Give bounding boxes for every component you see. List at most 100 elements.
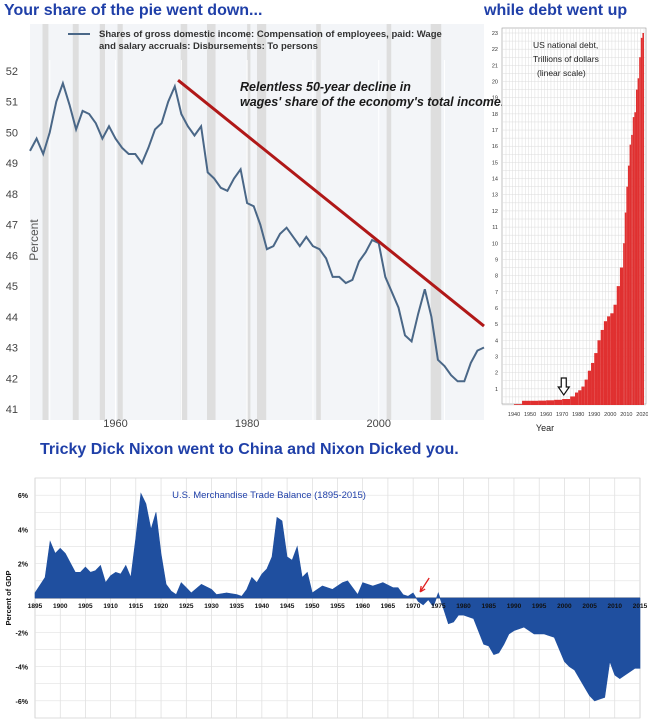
trade-x-tick-label: 2005 [582, 603, 597, 610]
trade-x-tick-label: 1900 [53, 603, 68, 610]
debt-bar [623, 243, 625, 405]
trade-x-tick-label: 1950 [305, 603, 320, 610]
debt-bar [629, 144, 632, 405]
wage-y-tick-label: 50 [6, 127, 18, 139]
debt-y-tick-label: 21 [492, 63, 498, 69]
debt-y-tick-label: 3 [495, 354, 498, 360]
bottom-chart-heading: Tricky Dick Nixon went to China and Nixo… [40, 441, 459, 458]
wage-y-tick-label: 43 [6, 343, 18, 355]
debt-x-tick-label: 2020 [636, 412, 648, 418]
wage-annotation-line-1: Relentless 50-year decline in [240, 80, 411, 94]
debt-y-tick-label: 17 [492, 128, 498, 134]
trade-x-tick-label: 1980 [456, 603, 471, 610]
debt-bar [587, 370, 592, 405]
debt-y-tick-label: 11 [492, 225, 498, 231]
debt-y-tick-label: 22 [492, 47, 498, 53]
debt-y-tick-label: 1 [495, 387, 498, 393]
wage-recession-band [257, 24, 267, 420]
debt-bar [637, 78, 640, 405]
debt-bar [631, 134, 633, 406]
wage-recession-band [180, 24, 188, 420]
wage-recession-band [42, 24, 49, 420]
trade-1971-arrow [419, 577, 430, 593]
wage-recession-band [247, 24, 251, 420]
wage-recession-band [99, 24, 106, 420]
trade-x-tick-label: 2010 [608, 603, 623, 610]
debt-bar [627, 165, 630, 405]
debt-x-tick-label: 1940 [508, 412, 520, 418]
left-chart-heading: Your share of the pie went down... [4, 2, 263, 19]
debt-x-tick-label: 2000 [604, 412, 616, 418]
debt-x-ticks: 1940 1950 1960 1970 1980 1990 2000 2010 2020 [508, 412, 648, 418]
trade-x-tick-label: 1905 [78, 603, 93, 610]
trade-x-tick-label: 1940 [255, 603, 270, 610]
debt-bar [635, 89, 638, 405]
trade-x-tick-label: 1990 [507, 603, 522, 610]
debt-bar [514, 404, 523, 405]
wage-recession-band [430, 24, 442, 420]
debt-x-tick-label: 1980 [572, 412, 584, 418]
wage-y-tick-label: 45 [6, 281, 18, 293]
debt-y-tick-label: 13 [492, 193, 498, 199]
debt-y-tick-label: 15 [492, 160, 498, 166]
debt-y-tick-label: 23 [492, 31, 498, 37]
wage-recession-band [316, 24, 321, 420]
trade-x-tick-label: 1945 [280, 603, 295, 610]
trade-x-tick-label: 1915 [129, 603, 144, 610]
wage-y-tick-label: 44 [6, 312, 18, 324]
debt-bar [632, 117, 635, 406]
debt-1971-arrow [557, 377, 571, 397]
debt-bar [634, 112, 636, 406]
debt-y-tick-label: 10 [492, 241, 498, 247]
trade-x-ticks: 1895 1900 1905 1910 1915 1920 1925 1930 1935 1940… [28, 603, 648, 610]
wage-legend-line-1: Shares of gross domestic income: Compens… [99, 29, 442, 40]
wage-share-series-line [29, 80, 485, 383]
wage-y-tick-label: 49 [6, 158, 18, 170]
trade-x-tick-label: 1965 [381, 603, 396, 610]
wage-y-tick-label: 52 [6, 66, 18, 78]
debt-y-tick-label: 7 [495, 290, 498, 296]
debt-y-tick-label: 19 [492, 96, 498, 102]
trade-y-ticks: 6% 4% 2% -2% -4% -6% [16, 493, 29, 706]
debt-annotation-line-1: US national debt, [533, 40, 598, 50]
debt-bar [581, 386, 585, 405]
debt-bar [554, 399, 563, 405]
debt-x-tick-label: 2010 [620, 412, 632, 418]
trade-x-tick-label: 2015 [633, 603, 648, 610]
debt-y-tick-label: 4 [495, 338, 498, 344]
debt-bar [594, 353, 598, 405]
wage-y-tick-label: 41 [6, 404, 18, 416]
debt-bar [642, 33, 644, 405]
debt-bar [562, 399, 571, 405]
wage-x-tick-label: 1960 [103, 418, 127, 430]
wage-gridlines [49, 60, 446, 420]
debt-plot-background [501, 27, 647, 405]
trade-balance-area [34, 492, 641, 702]
debt-bar [626, 186, 628, 405]
wage-y-tick-label: 48 [6, 189, 18, 201]
debt-y-tick-label: 8 [495, 274, 498, 280]
trade-y-tick-label: -4% [16, 665, 29, 672]
trade-gridlines [34, 477, 641, 719]
wage-recession-band [72, 24, 79, 420]
debt-bar [530, 400, 539, 405]
debt-bar [603, 321, 608, 405]
trade-x-tick-label: 1995 [532, 603, 547, 610]
trade-y-tick-label: 6% [18, 493, 29, 500]
trade-chart-title: U.S. Merchandise Trade Balance (1895-201… [172, 490, 366, 501]
debt-bar [619, 267, 624, 405]
wage-y-axis-label: Percent [27, 219, 41, 261]
debt-bar [616, 286, 620, 405]
debt-bar [639, 57, 641, 406]
debt-x-tick-label: 1970 [556, 412, 568, 418]
trade-x-tick-label: 1985 [482, 603, 497, 610]
debt-bar [575, 392, 579, 405]
right-chart-heading: while debt went up [484, 2, 628, 19]
debt-y-tick-label: 6 [495, 306, 498, 312]
wage-recession-band [206, 24, 216, 420]
wage-y-tick-label: 42 [6, 373, 18, 385]
